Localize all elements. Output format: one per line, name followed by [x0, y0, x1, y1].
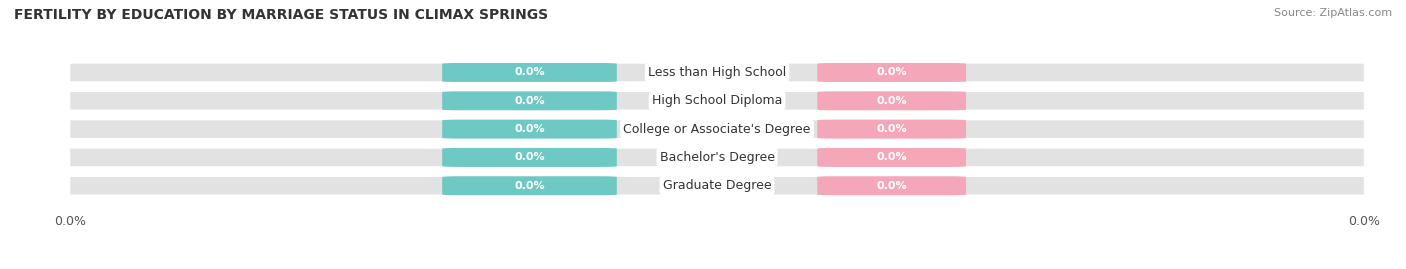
FancyBboxPatch shape	[70, 177, 1364, 194]
FancyBboxPatch shape	[70, 120, 1364, 138]
Text: 0.0%: 0.0%	[876, 181, 907, 191]
Text: High School Diploma: High School Diploma	[652, 94, 782, 107]
Text: Graduate Degree: Graduate Degree	[662, 179, 772, 192]
Text: 0.0%: 0.0%	[876, 124, 907, 134]
FancyBboxPatch shape	[817, 120, 966, 139]
FancyBboxPatch shape	[817, 176, 966, 195]
Text: Bachelor's Degree: Bachelor's Degree	[659, 151, 775, 164]
FancyBboxPatch shape	[441, 148, 617, 167]
Text: 0.0%: 0.0%	[876, 153, 907, 162]
FancyBboxPatch shape	[441, 91, 617, 110]
Text: Less than High School: Less than High School	[648, 66, 786, 79]
Text: FERTILITY BY EDUCATION BY MARRIAGE STATUS IN CLIMAX SPRINGS: FERTILITY BY EDUCATION BY MARRIAGE STATU…	[14, 8, 548, 22]
FancyBboxPatch shape	[817, 148, 966, 167]
Text: 0.0%: 0.0%	[515, 68, 544, 77]
Text: 0.0%: 0.0%	[876, 68, 907, 77]
Text: 0.0%: 0.0%	[515, 96, 544, 106]
FancyBboxPatch shape	[817, 91, 966, 110]
FancyBboxPatch shape	[70, 64, 1364, 81]
FancyBboxPatch shape	[70, 92, 1364, 109]
Text: 0.0%: 0.0%	[515, 153, 544, 162]
Text: College or Associate's Degree: College or Associate's Degree	[623, 123, 811, 136]
FancyBboxPatch shape	[441, 120, 617, 139]
FancyBboxPatch shape	[817, 63, 966, 82]
Text: Source: ZipAtlas.com: Source: ZipAtlas.com	[1274, 8, 1392, 18]
FancyBboxPatch shape	[441, 63, 617, 82]
Text: 0.0%: 0.0%	[515, 124, 544, 134]
FancyBboxPatch shape	[441, 176, 617, 195]
Text: 0.0%: 0.0%	[515, 181, 544, 191]
FancyBboxPatch shape	[70, 149, 1364, 166]
Text: 0.0%: 0.0%	[876, 96, 907, 106]
